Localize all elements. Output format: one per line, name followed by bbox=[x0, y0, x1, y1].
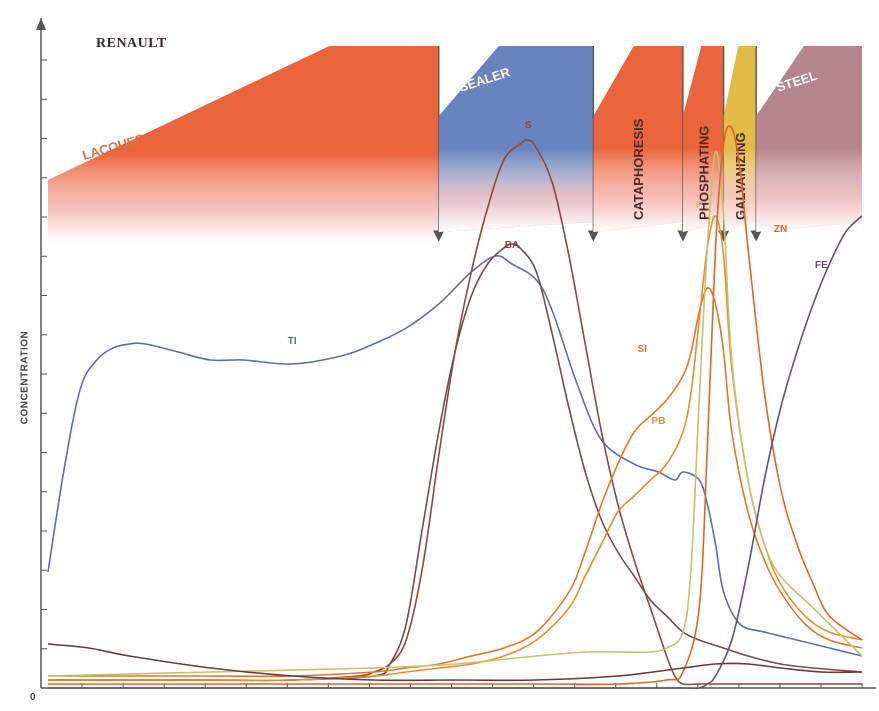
series-line-s bbox=[48, 139, 862, 686]
layer-lacquer-fade bbox=[48, 46, 439, 242]
series-labels: TI S BA SI PB P ZN FE bbox=[288, 120, 828, 427]
series-label-ti: TI bbox=[288, 336, 297, 347]
series-line-fe bbox=[47, 215, 863, 690]
series-label-zn: ZN bbox=[774, 224, 787, 235]
layer-steel-fade bbox=[756, 46, 862, 232]
series-label-fe: FE bbox=[815, 260, 828, 271]
layer-galvanizing-fade bbox=[723, 46, 757, 232]
origin-label: 0 bbox=[30, 692, 36, 703]
series-line-ti bbox=[47, 255, 863, 657]
layer-sealer-fade bbox=[438, 46, 594, 232]
series-label-p: P bbox=[696, 200, 703, 211]
series-label-ba: BA bbox=[505, 240, 519, 251]
layer-cataphoresis-label: CATAPHORESIS bbox=[631, 118, 646, 220]
series-line-zn bbox=[47, 125, 863, 686]
series-line-p bbox=[47, 150, 863, 677]
y-axis-arrow bbox=[36, 18, 46, 30]
series-label-pb: PB bbox=[652, 416, 666, 427]
series-line-ba bbox=[48, 243, 863, 682]
series-label-si: SI bbox=[637, 344, 647, 355]
layer-cataphoresis-fade bbox=[593, 46, 683, 232]
series-line-si bbox=[47, 287, 863, 678]
series-line-pb bbox=[48, 215, 863, 682]
layer-phosphating-fade bbox=[682, 46, 724, 232]
chart-title: RENAULT bbox=[96, 36, 167, 51]
layer-phosphating-label: PHOSPHATING bbox=[696, 126, 711, 220]
series-line-unlabeled-8 bbox=[47, 643, 863, 682]
series-lines bbox=[47, 125, 863, 690]
series-label-s: S bbox=[525, 120, 532, 131]
